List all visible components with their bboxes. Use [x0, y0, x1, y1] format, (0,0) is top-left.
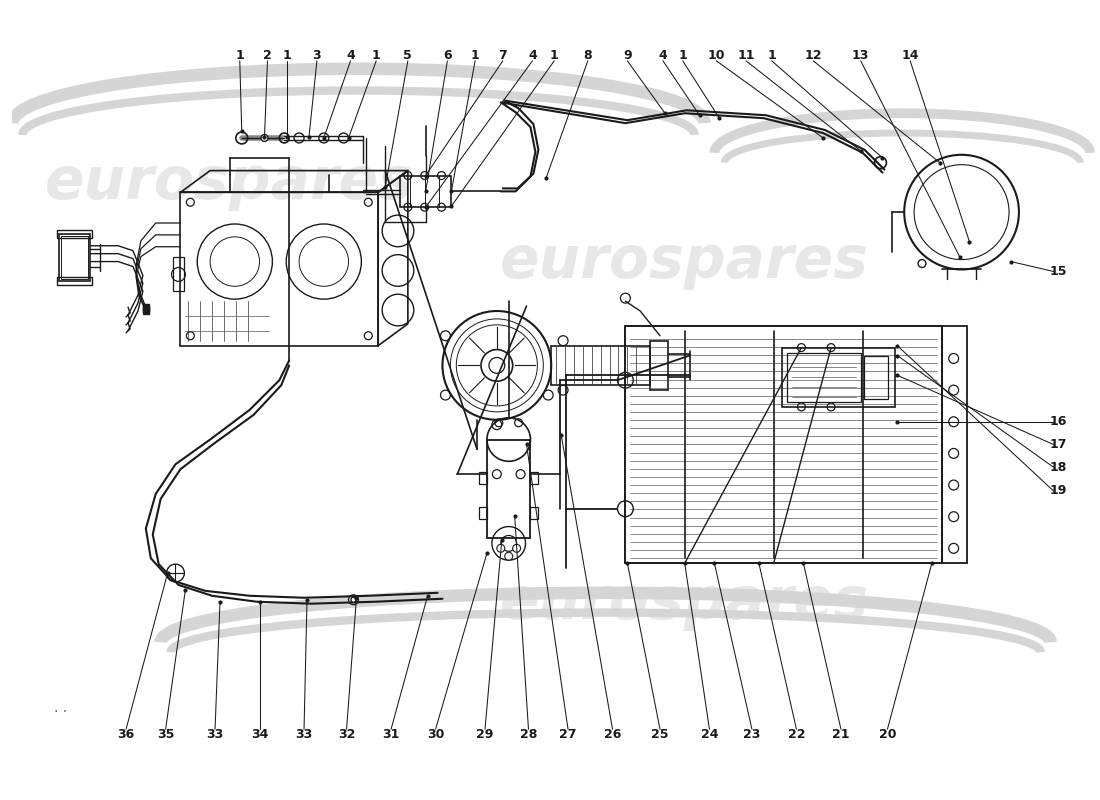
Text: 12: 12	[804, 50, 822, 62]
Bar	[626, 326, 942, 563]
Bar	[650, 341, 668, 390]
Text: 20: 20	[879, 728, 896, 741]
Text: 9: 9	[623, 50, 631, 62]
Text: 7: 7	[498, 50, 507, 62]
Text: 1: 1	[283, 50, 292, 62]
Text: 21: 21	[833, 728, 849, 741]
Text: 19: 19	[1049, 485, 1067, 498]
Text: 18: 18	[1049, 461, 1067, 474]
Text: 31: 31	[383, 728, 399, 741]
Circle shape	[261, 134, 268, 142]
Bar	[58, 234, 90, 282]
Text: 13: 13	[852, 50, 869, 62]
Bar	[60, 236, 88, 279]
Text: 1: 1	[679, 50, 688, 62]
Text: 6: 6	[443, 50, 452, 62]
Text: 4: 4	[528, 50, 537, 62]
Text: 1: 1	[372, 50, 381, 62]
Text: 14: 14	[901, 50, 918, 62]
Text: eurospares: eurospares	[45, 154, 415, 211]
Text: . .: . .	[54, 702, 67, 715]
Bar	[786, 353, 860, 402]
Text: 35: 35	[157, 728, 174, 741]
Text: 28: 28	[520, 728, 537, 741]
Text: 15: 15	[1049, 265, 1067, 278]
Text: eurospares: eurospares	[500, 574, 869, 631]
Text: eurospares: eurospares	[500, 233, 869, 290]
Text: 4: 4	[659, 50, 668, 62]
Bar	[864, 355, 889, 399]
Bar	[530, 506, 538, 518]
Bar	[480, 506, 487, 518]
Bar	[480, 472, 487, 484]
Text: 26: 26	[604, 728, 622, 741]
Text: 30: 30	[427, 728, 444, 741]
Text: 1: 1	[235, 50, 244, 62]
Text: 29: 29	[476, 728, 494, 741]
Text: 25: 25	[651, 728, 669, 741]
Text: 8: 8	[583, 50, 592, 62]
Text: 5: 5	[404, 50, 412, 62]
Text: 10: 10	[707, 50, 725, 62]
Text: 3: 3	[312, 50, 321, 62]
Circle shape	[513, 544, 520, 552]
Bar	[180, 192, 378, 346]
Circle shape	[351, 598, 356, 602]
Text: 36: 36	[118, 728, 134, 741]
Bar	[942, 326, 967, 563]
Text: 34: 34	[251, 728, 268, 741]
Text: 32: 32	[338, 728, 355, 741]
Bar	[173, 257, 185, 291]
Text: 1: 1	[471, 50, 480, 62]
Text: 33: 33	[207, 728, 223, 741]
Text: 23: 23	[744, 728, 760, 741]
Bar	[400, 175, 451, 207]
Text: 17: 17	[1049, 438, 1067, 451]
Text: 33: 33	[296, 728, 312, 741]
Text: 16: 16	[1049, 415, 1067, 428]
Text: 11: 11	[737, 50, 755, 62]
Bar	[57, 230, 92, 238]
Bar	[57, 278, 92, 286]
Bar	[530, 472, 538, 484]
Text: 24: 24	[701, 728, 718, 741]
Circle shape	[497, 544, 505, 552]
Circle shape	[505, 552, 513, 560]
Text: 2: 2	[263, 50, 272, 62]
Text: 1: 1	[550, 50, 559, 62]
Bar	[782, 347, 895, 407]
Text: 1: 1	[768, 50, 777, 62]
Bar	[487, 439, 530, 538]
Text: 22: 22	[788, 728, 805, 741]
Text: 27: 27	[559, 728, 576, 741]
Text: 4: 4	[346, 50, 355, 62]
Bar	[551, 346, 650, 385]
